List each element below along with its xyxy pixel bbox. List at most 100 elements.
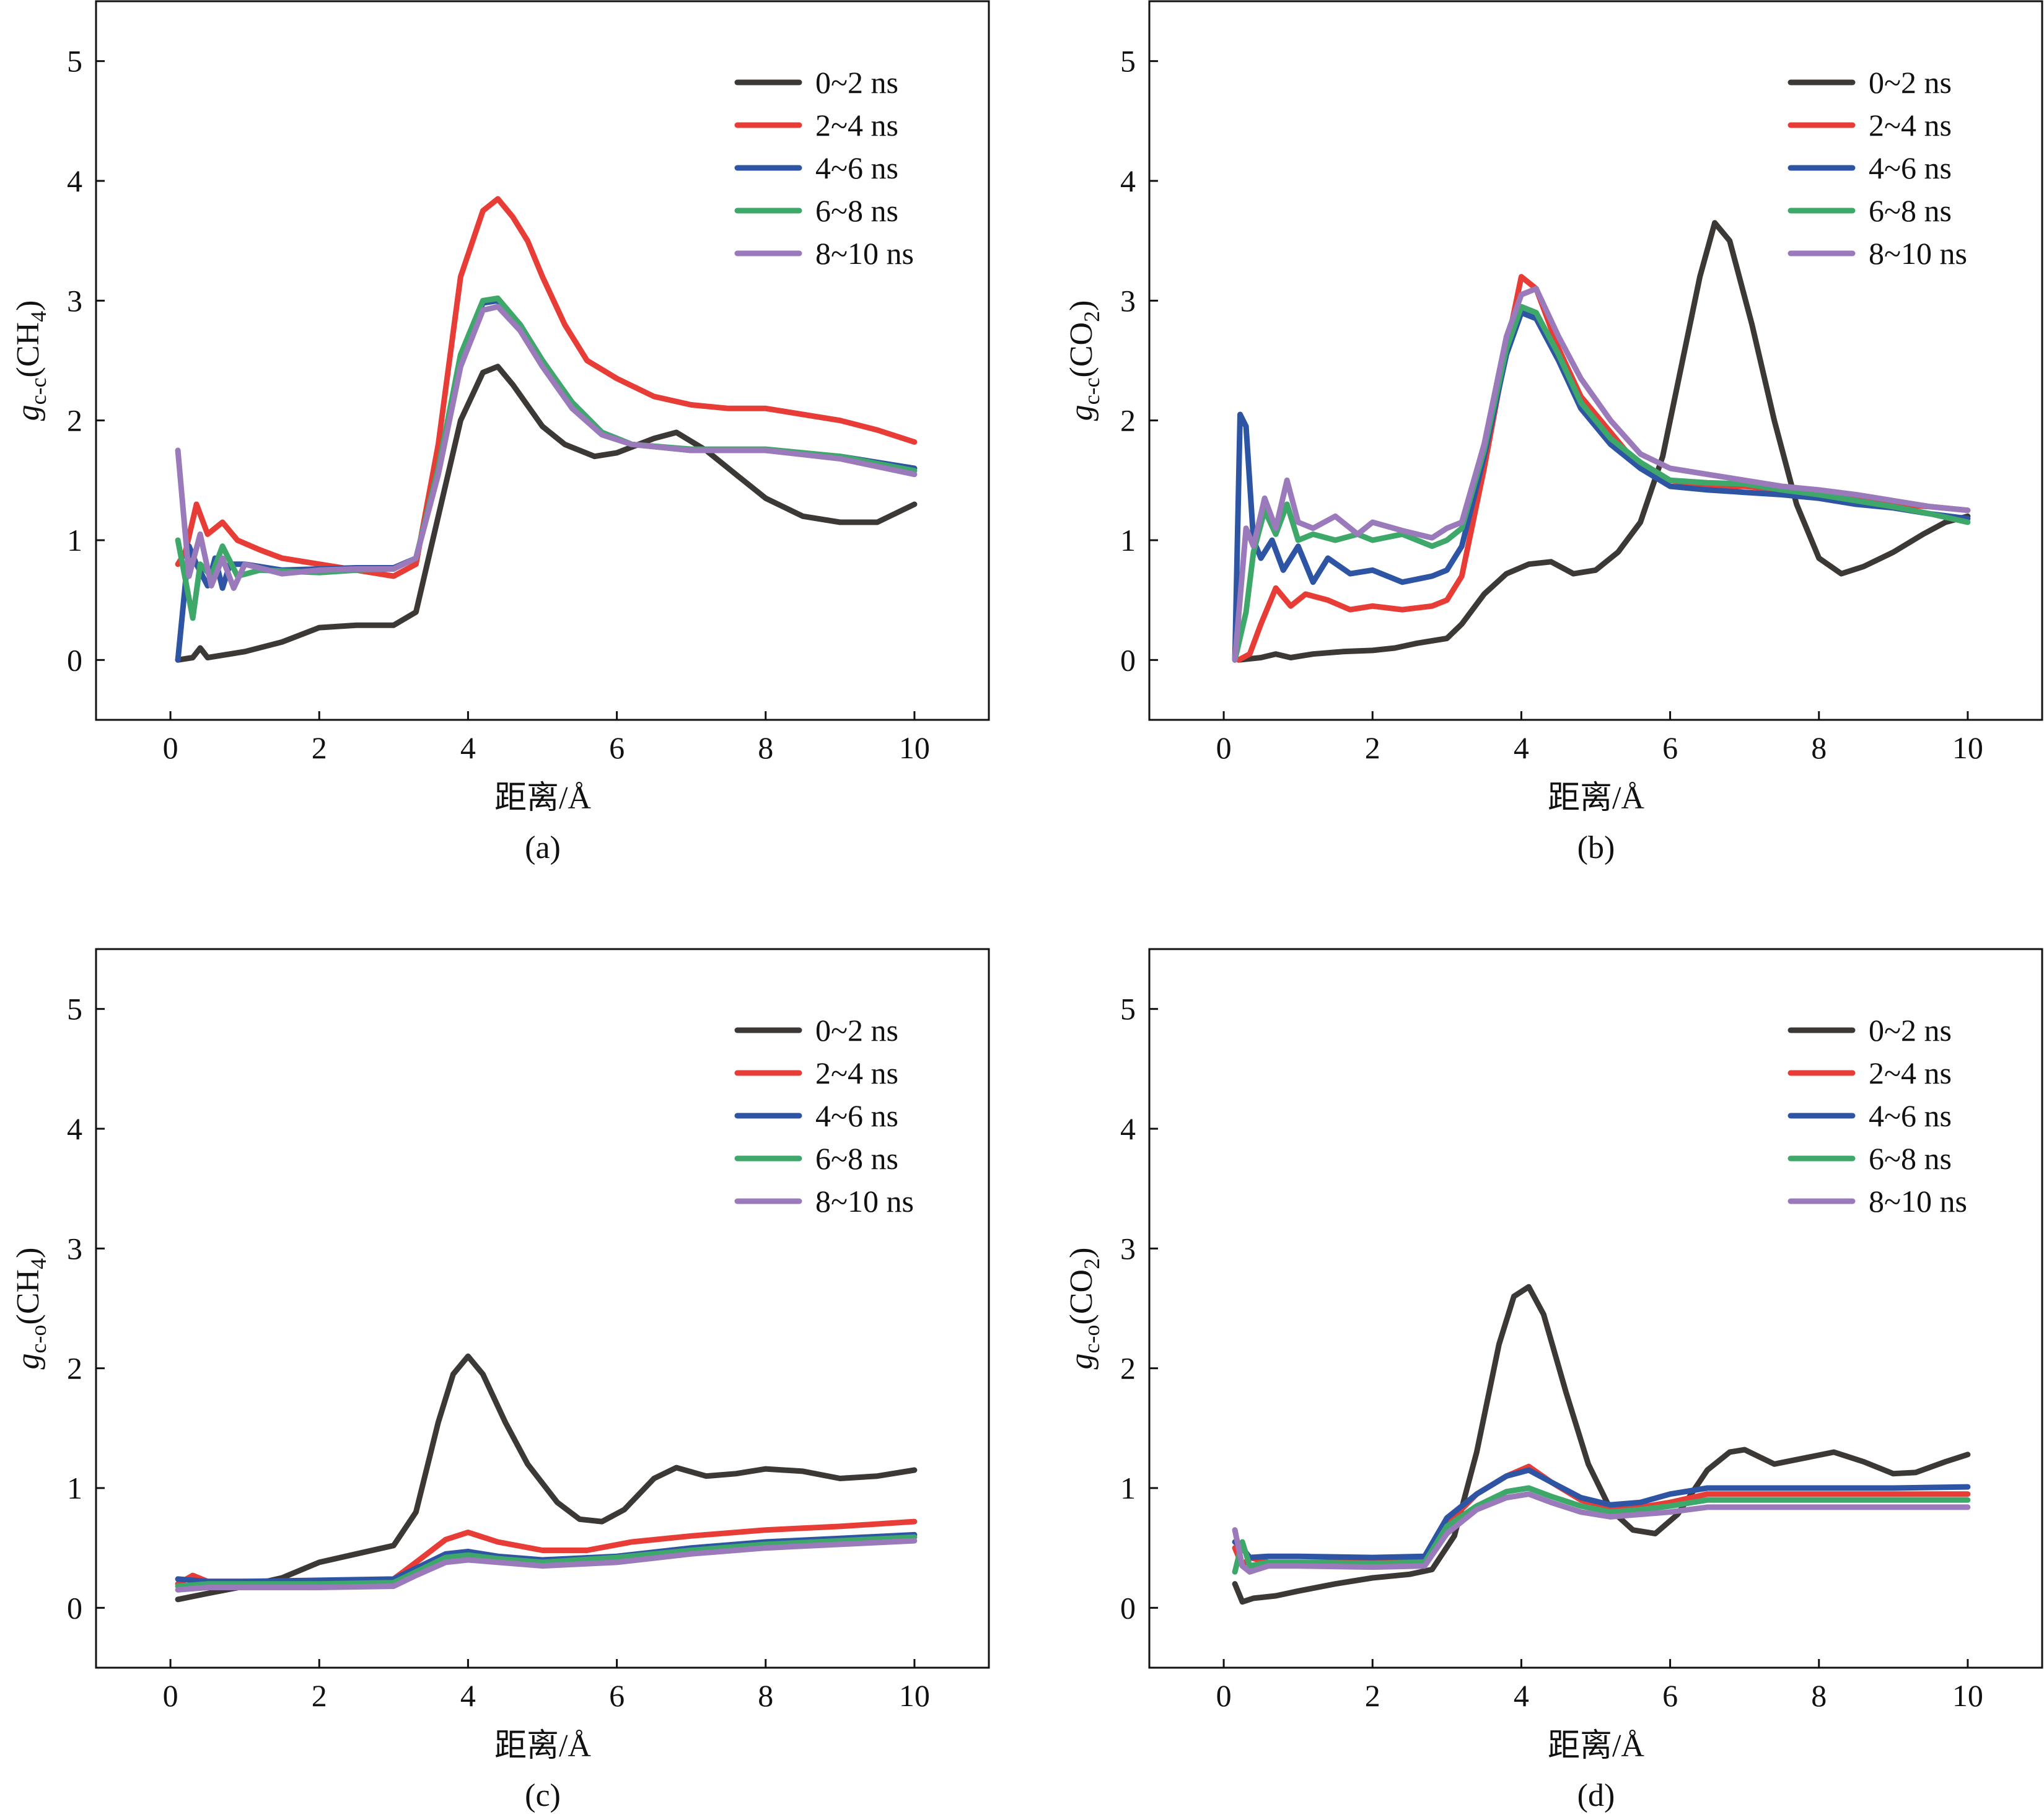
legend-label: 8~10 ns (1869, 1184, 1967, 1219)
x-axis-label: 距离/Å (494, 781, 591, 816)
series-line-1 (175, 1353, 918, 1603)
legend-label: 6~8 ns (815, 1141, 898, 1176)
legend-label: 6~8 ns (1869, 1141, 1952, 1176)
legend-label: 0~2 ns (1869, 65, 1952, 100)
y-tick-label: 1 (1120, 1471, 1136, 1505)
y-label-paren-open: ( (11, 367, 46, 377)
legend-label: 4~6 ns (1869, 1098, 1952, 1133)
x-tick-label: 10 (1952, 1678, 1983, 1713)
legend-label: 2~4 ns (1869, 1056, 1952, 1090)
y-label-sub: c-o (26, 1324, 51, 1353)
plot-area-frame (1148, 948, 2043, 1669)
y-axis: 0 1 2 3 4 5 (67, 44, 105, 677)
legend-label: 8~10 ns (815, 236, 914, 271)
x-tick-label: 8 (758, 730, 773, 765)
y-axis-label: gc-o(CO2) (1064, 1248, 1104, 1370)
y-tick-label: 0 (1120, 642, 1136, 677)
legend-label: 2~4 ns (815, 108, 898, 142)
series-line-2 (1235, 274, 1971, 663)
series-group (1232, 220, 1971, 663)
x-tick-label: 4 (460, 730, 476, 765)
legend-label: 2~4 ns (1869, 108, 1952, 142)
x-axis: 0 2 4 6 8 10 (163, 1659, 930, 1713)
y-label-species-sub: 4 (26, 1258, 51, 1269)
x-tick-label: 2 (1365, 1678, 1380, 1713)
y-label-species: CH (11, 322, 46, 367)
y-label-species-sub: 2 (1079, 311, 1104, 322)
x-tick-label: 2 (312, 730, 327, 765)
y-axis: 0 1 2 3 4 5 (67, 992, 105, 1625)
series-line-1 (175, 364, 918, 663)
x-tick-label: 6 (609, 730, 625, 765)
x-axis-label: 距离/Å (1548, 1728, 1644, 1764)
legend: 0~2 ns 2~4 ns 4~6 ns 6~8 ns 8~10 ns (1787, 65, 1967, 271)
y-label-paren-close: ) (1064, 1248, 1099, 1258)
y-tick-label: 0 (67, 642, 82, 677)
x-axis: 0 2 4 6 8 10 (1216, 711, 1983, 765)
legend-label: 8~10 ns (815, 1184, 914, 1219)
legend: 0~2 ns 2~4 ns 4~6 ns 6~8 ns 8~10 ns (734, 1013, 914, 1219)
x-tick-label: 0 (163, 1678, 178, 1713)
y-axis-label: gc-o(CH4) (11, 1248, 51, 1370)
y-tick-label: 3 (1120, 283, 1136, 318)
y-tick-label: 4 (67, 164, 82, 198)
y-label-main: g (11, 1353, 46, 1369)
series-group (175, 1353, 918, 1603)
y-tick-label: 2 (67, 1351, 82, 1386)
legend-label: 0~2 ns (1869, 1013, 1952, 1048)
y-label-species: CO (1064, 322, 1099, 367)
y-label-species: CO (1064, 1269, 1099, 1314)
legend-label: 6~8 ns (815, 193, 898, 228)
y-label-paren-open: ( (1064, 1314, 1099, 1324)
y-label-species-sub: 2 (1079, 1258, 1104, 1269)
y-tick-label: 2 (1120, 403, 1136, 438)
legend: 0~2 ns 2~4 ns 4~6 ns 6~8 ns 8~10 ns (734, 65, 914, 271)
y-axis-label: gc-c(CO2) (1064, 300, 1104, 421)
x-axis: 0 2 4 6 8 10 (163, 711, 930, 765)
y-label-species: CH (11, 1269, 46, 1314)
y-tick-label: 4 (1120, 1111, 1136, 1146)
series-line-3 (1232, 1467, 1971, 1561)
x-tick-label: 10 (1952, 730, 1983, 765)
plot-area-frame (1148, 0, 2043, 721)
series-group (175, 196, 918, 663)
plot-area-frame (95, 948, 990, 1669)
series-line-4 (175, 296, 918, 621)
y-tick-label: 1 (1120, 523, 1136, 558)
y-tick-label: 0 (1120, 1590, 1136, 1625)
series-group (1232, 1284, 1971, 1605)
legend-label: 0~2 ns (815, 1013, 898, 1048)
x-tick-label: 0 (163, 730, 178, 765)
x-tick-label: 6 (1662, 1678, 1678, 1713)
series-line-3 (175, 297, 918, 663)
y-tick-label: 5 (1120, 992, 1136, 1027)
x-tick-label: 0 (1216, 1678, 1232, 1713)
series-line-5 (1232, 1491, 1971, 1575)
y-tick-label: 1 (67, 523, 82, 558)
legend-label: 2~4 ns (815, 1056, 898, 1090)
panel-caption: (a) (525, 830, 561, 865)
x-tick-label: 8 (1811, 730, 1827, 765)
series-line-5 (175, 304, 918, 591)
series-line-4 (175, 1534, 918, 1589)
y-tick-label: 4 (67, 1111, 82, 1146)
panel-caption: (b) (1577, 830, 1615, 865)
y-label-sub: c-o (1079, 1324, 1104, 1353)
x-tick-label: 10 (899, 730, 930, 765)
y-axis: 0 1 2 3 4 5 (1120, 992, 1158, 1625)
y-label-paren-close: ) (1064, 300, 1099, 311)
legend-label: 6~8 ns (1869, 193, 1952, 228)
legend: 0~2 ns 2~4 ns 4~6 ns 6~8 ns 8~10 ns (1787, 1013, 1967, 1219)
y-tick-label: 5 (1120, 44, 1136, 79)
y-label-paren-close: ) (11, 1248, 46, 1258)
y-tick-label: 5 (67, 992, 82, 1027)
series-line-1 (1235, 220, 1971, 663)
legend-label: 4~6 ns (815, 151, 898, 185)
x-tick-label: 4 (460, 1678, 476, 1713)
y-tick-label: 2 (67, 403, 82, 438)
series-line-5 (175, 1538, 918, 1593)
